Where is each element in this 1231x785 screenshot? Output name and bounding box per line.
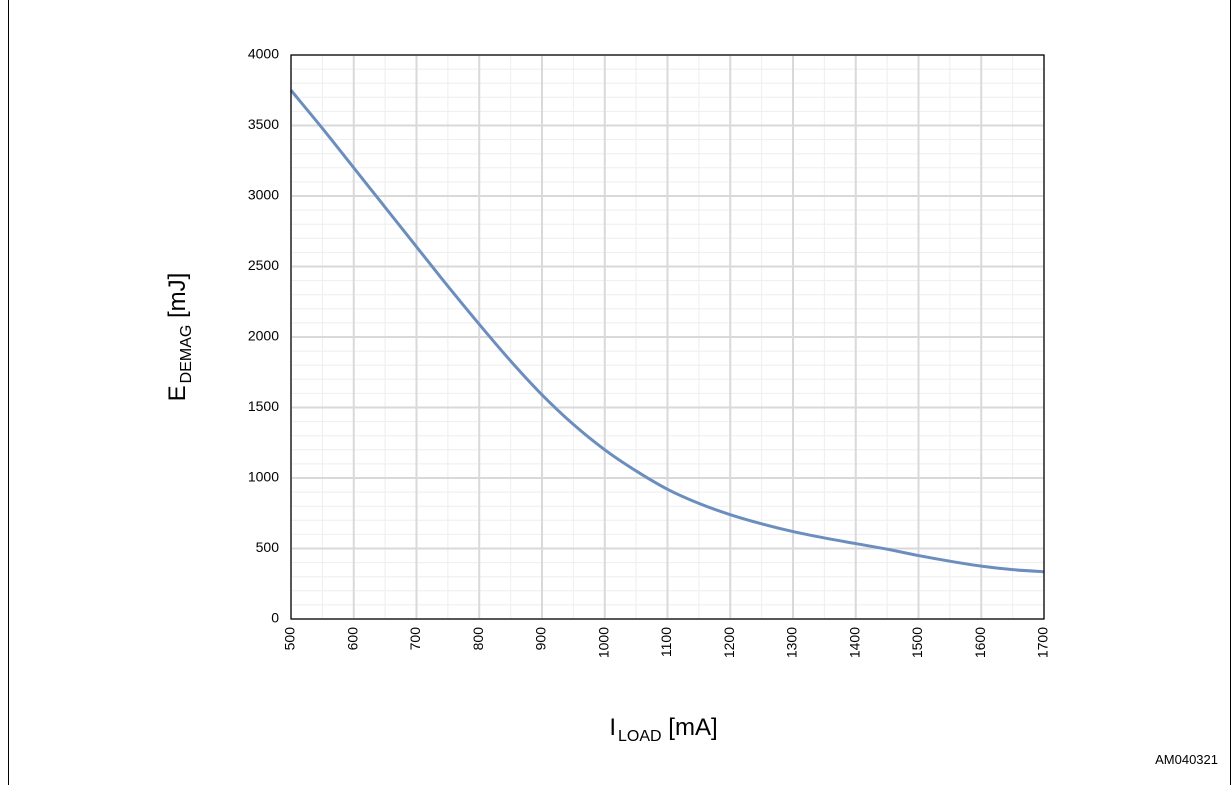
figure-code: AM040321 [1155,752,1218,767]
plot-area-border [290,54,1045,620]
y-tick-label: 4000 [248,46,279,62]
y-tick-label: 500 [256,539,280,555]
series-layer [289,89,1045,574]
x-tick-label: 1600 [972,627,988,658]
x-tick-label: 900 [533,627,549,651]
y-tick-label: 1500 [248,398,279,414]
x-tick-label: 1300 [784,627,800,658]
x-tick-label: 1200 [721,627,737,658]
series-line [289,89,1045,574]
y-tick-label: 2500 [248,257,279,273]
x-tick-label: 700 [407,627,423,651]
y-tick-label: 0 [271,610,279,626]
x-tick-label: 1400 [846,627,862,658]
y-tick-label: 3500 [248,116,279,132]
x-tick-label: 600 [344,627,360,651]
x-axis-title-main: I [609,714,616,741]
y-axis-title-unit: [mJ] [164,273,191,325]
x-tick-label: 1700 [1035,627,1051,658]
x-tick-label: 500 [282,627,298,651]
x-axis-title-unit: [mA] [662,714,718,741]
x-axis-title: I LOAD [mA] [609,714,717,745]
y-tick-label: 3000 [248,187,279,203]
x-tick-label: 800 [470,627,486,651]
y-axis-ticks: 0 500 1000 1500 2000 2500 3000 3500 4000 [248,46,279,626]
y-tick-label: 1000 [248,469,279,485]
y-tick-label: 2000 [248,328,279,344]
x-tick-label: 1500 [909,627,925,658]
figure-frame: 500 600 700 800 900 1000 1100 1200 1300 1400 1500 1… [8,0,1231,785]
x-tick-label: 1100 [658,627,674,657]
y-axis-title-sub: DEMAG [178,325,195,384]
x-axis-title-sub: LOAD [618,728,662,745]
x-axis-ticks: 500 600 700 800 900 1000 1100 1200 1300 1400 1500 1… [282,627,1051,658]
x-tick-label: 1000 [595,627,611,658]
line-chart: 500 600 700 800 900 1000 1100 1200 1300 1400 1500 1… [164,46,1051,745]
y-axis-title-main: E [164,385,191,401]
y-axis-title: EDEMAG [mJ] [164,273,195,402]
